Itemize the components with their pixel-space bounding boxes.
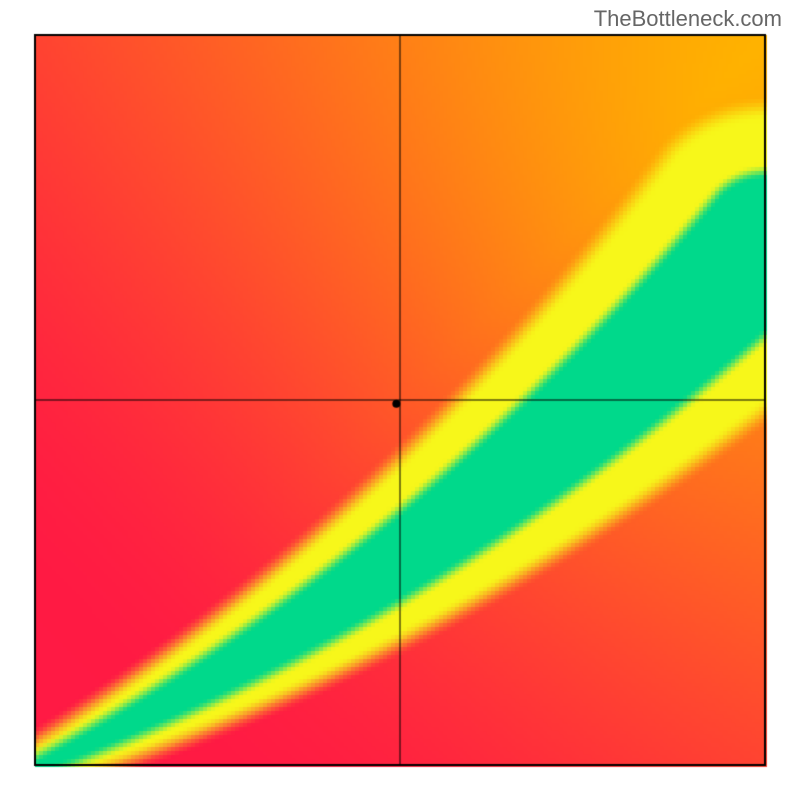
bottleneck-heatmap bbox=[0, 0, 800, 800]
watermark-label: TheBottleneck.com bbox=[594, 6, 782, 32]
chart-container: TheBottleneck.com bbox=[0, 0, 800, 800]
